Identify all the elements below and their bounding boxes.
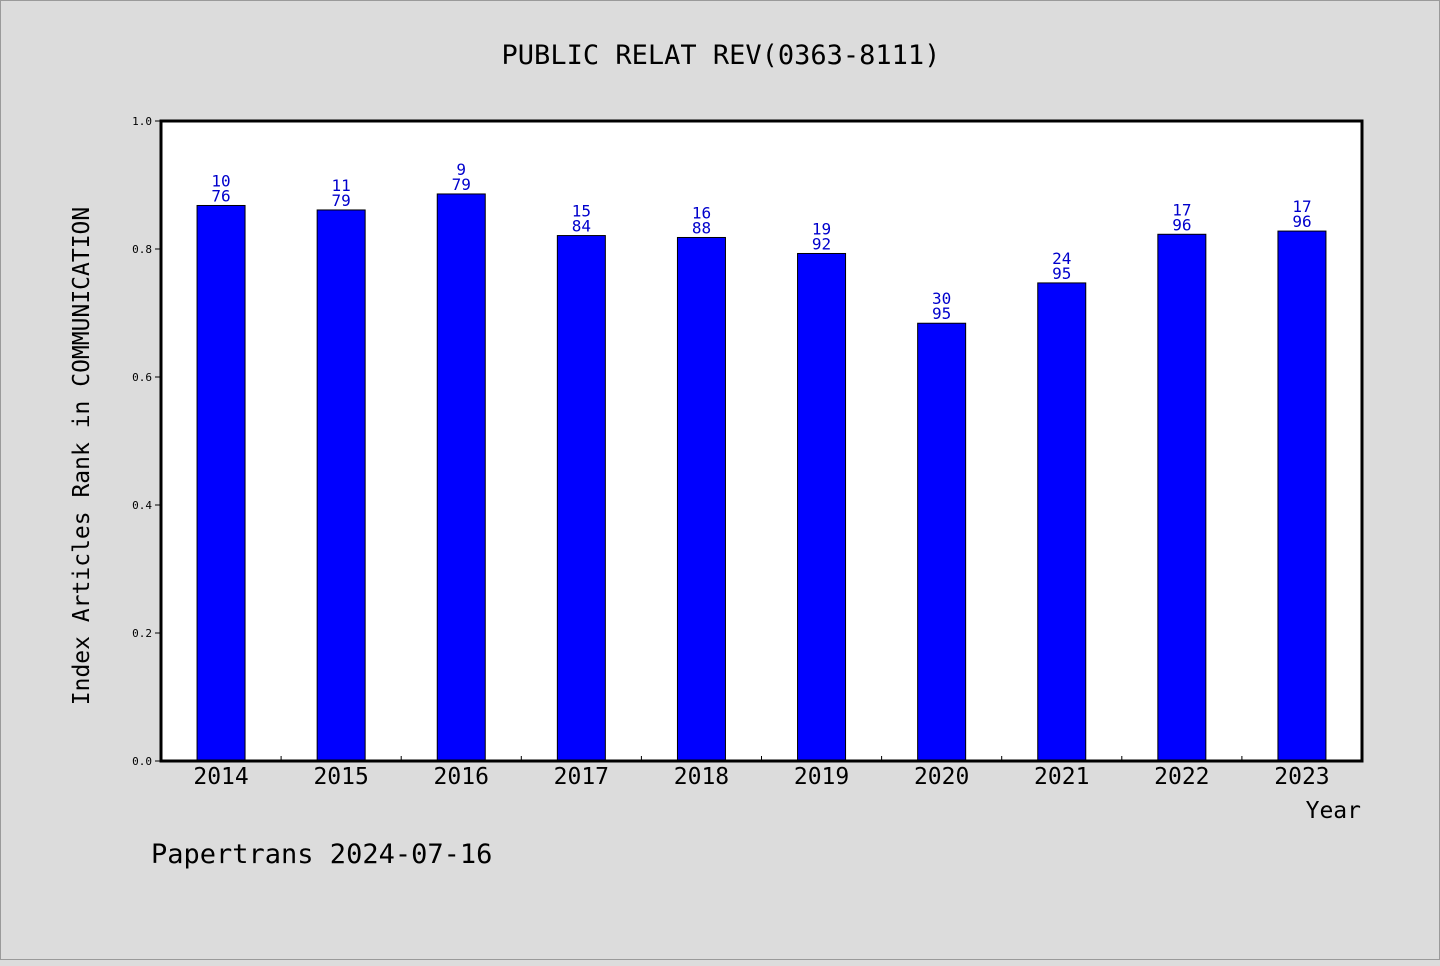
- rank-label-2021: 24: [1052, 249, 1071, 268]
- x-ticks-group: 2014 2015 2016 2017 2018 2019 2020 2021 2022 2023: [193, 756, 1330, 790]
- chart-title: PUBLIC RELAT REV(0363-8111): [502, 40, 941, 71]
- total-label-2014: 76: [211, 186, 230, 205]
- total-label-2022: 96: [1172, 215, 1191, 234]
- rank-label-2014: 10: [211, 171, 230, 190]
- y-axis-label: Index Articles Rank in COMMUNICATION: [69, 207, 95, 706]
- x-tick-label-2021: 2021: [1034, 764, 1089, 790]
- y-tick-label-0.0: 0.0: [132, 755, 152, 768]
- y-ticks-group: 0.0 0.2 0.4 0.6 0.8 1.0: [132, 115, 161, 768]
- rank-label-2015: 11: [332, 176, 351, 195]
- total-label-2023: 96: [1292, 212, 1311, 231]
- footer-text: Papertrans 2024-07-16: [151, 839, 492, 870]
- y-tick-label-0.6: 0.6: [132, 371, 152, 384]
- x-tick-label-2014: 2014: [193, 764, 248, 790]
- bar-2022: [1157, 233, 1207, 762]
- x-axis-label: Year: [1306, 798, 1361, 824]
- y-tick-label-0.2: 0.2: [132, 627, 152, 640]
- total-label-2018: 88: [692, 218, 711, 237]
- bar-2021: [1037, 282, 1087, 762]
- total-label-2021: 95: [1052, 264, 1071, 283]
- y-tick-label-0.4: 0.4: [132, 499, 152, 512]
- x-tick-label-2023: 2023: [1274, 764, 1329, 790]
- x-tick-label-2020: 2020: [914, 764, 969, 790]
- bar-2020: [917, 322, 967, 762]
- bar-2018: [676, 236, 726, 762]
- total-label-2019: 92: [812, 234, 831, 253]
- x-tick-label-2015: 2015: [313, 764, 368, 790]
- bar-2019: [797, 252, 847, 762]
- y-tick-label-1.0: 1.0: [132, 115, 152, 128]
- x-tick-label-2016: 2016: [434, 764, 489, 790]
- rank-label-2016: 9: [456, 160, 466, 179]
- total-label-2020: 95: [932, 304, 951, 323]
- x-tick-label-2022: 2022: [1154, 764, 1209, 790]
- total-label-2017: 84: [572, 217, 591, 236]
- bar-2016: [436, 193, 486, 762]
- x-tick-label-2017: 2017: [554, 764, 609, 790]
- bar-2015: [316, 209, 366, 762]
- total-label-2015: 79: [332, 191, 351, 210]
- rank-label-2020: 30: [932, 289, 951, 308]
- y-tick-label-0.8: 0.8: [132, 243, 152, 256]
- rank-label-2023: 17: [1292, 197, 1311, 216]
- rank-label-2018: 16: [692, 203, 711, 222]
- rank-label-2019: 19: [812, 219, 831, 238]
- bar-2014: [196, 204, 246, 762]
- x-tick-label-2019: 2019: [794, 764, 849, 790]
- total-label-2016: 79: [452, 175, 471, 194]
- x-tick-label-2018: 2018: [674, 764, 729, 790]
- bar-2017: [556, 235, 606, 762]
- plot-border: [159, 119, 1364, 763]
- rank-label-2017: 15: [572, 202, 591, 221]
- rank-label-2022: 17: [1172, 200, 1191, 219]
- bar-2023: [1277, 230, 1327, 762]
